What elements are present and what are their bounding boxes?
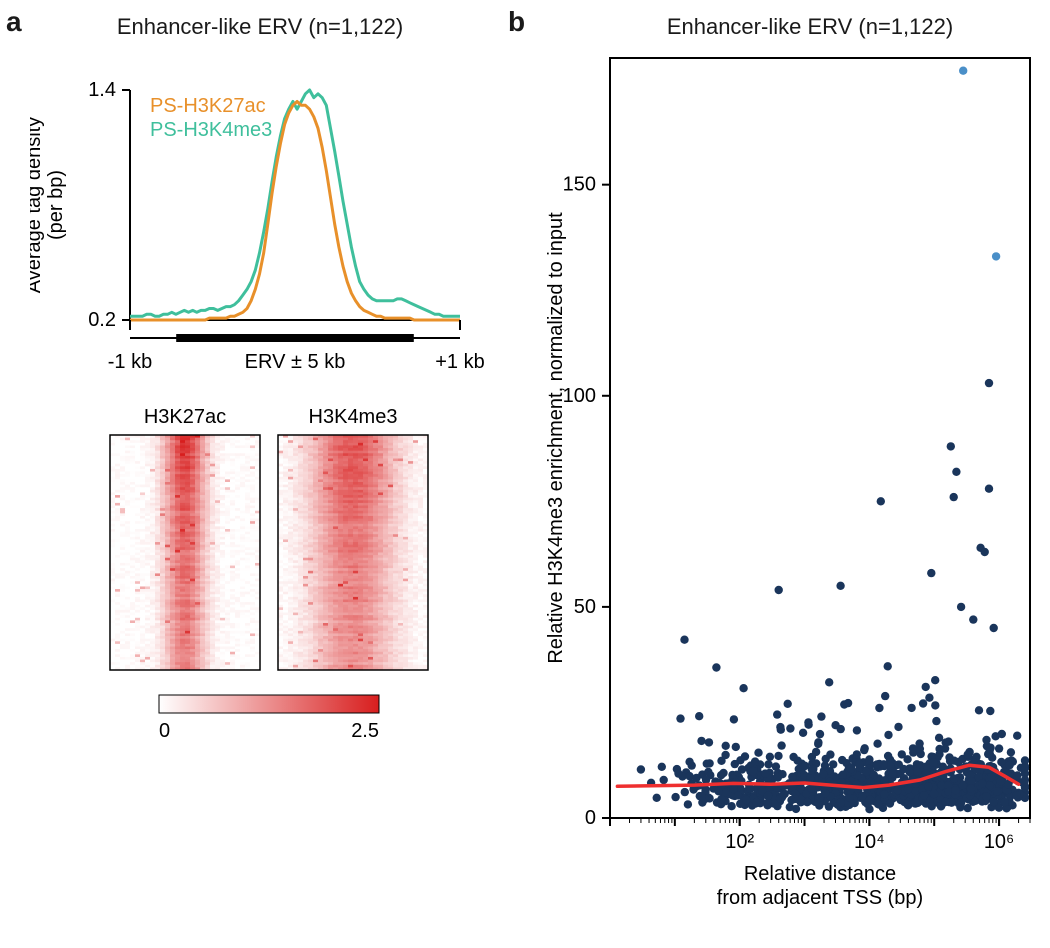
panel-b-scatter: Relative H3K4me3 enrichment, normalized … bbox=[540, 48, 1050, 948]
panel-b-label: b bbox=[508, 6, 525, 38]
panel-a-heatmaps: H3K27acH3K4me302.5 bbox=[90, 405, 490, 765]
svg-text:H3K4me3: H3K4me3 bbox=[309, 406, 398, 428]
svg-text:ERV ± 5 kb: ERV ± 5 kb bbox=[245, 351, 346, 370]
panel-a-label: a bbox=[6, 6, 22, 38]
figure-root: a Enhancer-like ERV (n=1,122) Average ta… bbox=[0, 0, 1050, 948]
panel-a-line-chart: Average tag density(per bp) 0.2 1.4 PS-H3K2… bbox=[30, 60, 490, 370]
panel-b-title: Enhancer-like ERV (n=1,122) bbox=[600, 14, 1020, 40]
svg-text:H3K27ac: H3K27ac bbox=[144, 406, 226, 428]
legend-h3k27ac: PS-H3K27ac bbox=[150, 95, 266, 117]
legend-h3k4me3: PS-H3K4me3 bbox=[150, 119, 272, 141]
svg-text:-1 kb: -1 kb bbox=[108, 351, 152, 370]
panel-a-title: Enhancer-like ERV (n=1,122) bbox=[60, 14, 460, 40]
svg-text:+1 kb: +1 kb bbox=[435, 351, 484, 370]
svg-text:0.2: 0.2 bbox=[88, 309, 116, 331]
svg-text:1.4: 1.4 bbox=[88, 79, 116, 101]
svg-text:Average tag density(per bp): Average tag density(per bp) bbox=[30, 117, 67, 293]
